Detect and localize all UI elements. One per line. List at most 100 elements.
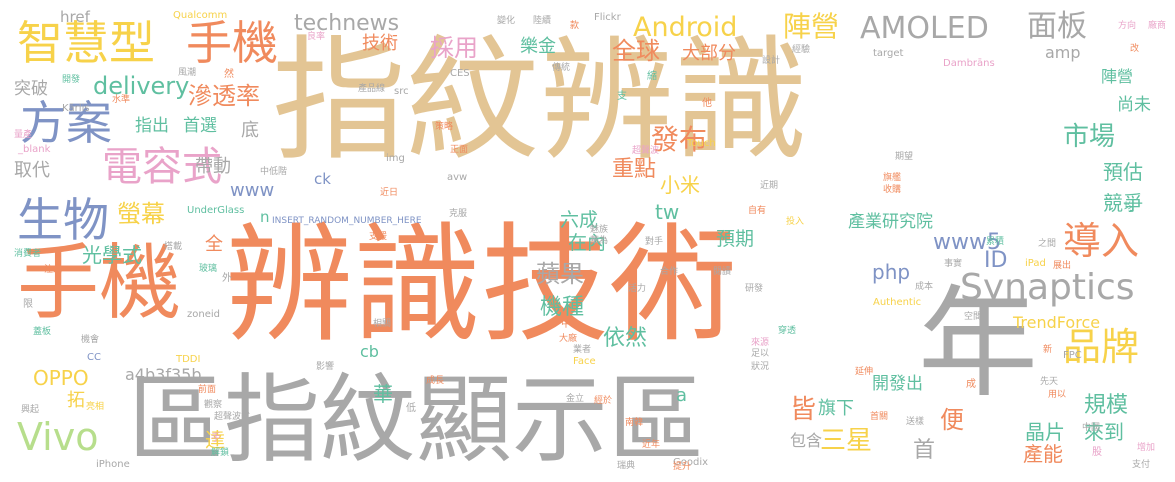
- word-biometric: 生物: [17, 193, 109, 247]
- word-apple: 蘋果: [536, 260, 584, 288]
- word-href: href: [60, 8, 90, 26]
- word-observe: 觀察: [204, 400, 223, 410]
- word-huawei: 華為: [590, 236, 609, 246]
- word-face: Face: [573, 356, 596, 367]
- word-competitor: 對手: [645, 237, 664, 247]
- word-first: 首: [913, 438, 936, 463]
- word-screen: 螢幕: [117, 200, 165, 228]
- word-xiaomi: 小米: [660, 173, 700, 197]
- word-solution: 方案: [20, 96, 112, 150]
- word-level: 水準: [112, 95, 131, 105]
- word-zhong: 中: [561, 319, 571, 330]
- word-ultrasonic: 超聲波: [632, 146, 660, 156]
- word-amoled: AMOLED: [860, 11, 989, 46]
- word-tuo: 拓: [67, 390, 85, 411]
- word-sweden: 瑞典: [617, 461, 636, 471]
- word-sampling: 送樣: [906, 417, 925, 427]
- word-authentic: Authentic: [873, 297, 922, 308]
- word-sufficient: 足以: [751, 349, 770, 359]
- word-growth: 成長: [426, 376, 445, 386]
- word-majority: 大部分: [682, 43, 736, 64]
- word-major-vendor: 大廠: [559, 334, 578, 344]
- word-model-count: 款: [570, 21, 580, 31]
- word-influence: 影響: [316, 362, 335, 372]
- word-mass-production: 量產: [14, 130, 33, 140]
- word-breakthrough: 突破: [14, 79, 48, 99]
- word-penetrate: 穿透: [778, 326, 797, 336]
- word-dambrans: Dambrāns: [943, 58, 995, 69]
- word-da: 達: [205, 428, 225, 452]
- word-new: 新: [1043, 345, 1053, 355]
- word-mid-low: 中低階: [260, 167, 288, 177]
- word-cost: 成本: [915, 282, 934, 292]
- word-then: 便: [940, 406, 964, 434]
- word-first-level: 首關: [870, 412, 889, 422]
- word-img: img: [386, 153, 405, 164]
- word-market: 市場: [1063, 122, 1116, 152]
- word-south-korea: 南韓: [625, 418, 644, 428]
- word-low: 低: [406, 403, 416, 414]
- word-vivo: Vivo: [17, 415, 99, 459]
- word-source: 來源: [751, 338, 770, 348]
- word-glass: 玻璃: [199, 264, 218, 274]
- word-blank: _blank: [18, 144, 51, 155]
- word-included: 在內: [568, 232, 607, 254]
- word-avw: avw: [447, 172, 468, 183]
- word-technology: 技術: [362, 33, 398, 54]
- word-recent-days: 近日: [380, 188, 399, 198]
- word-china: 中國: [1082, 423, 1101, 433]
- word-lg: 樂金: [520, 36, 556, 57]
- word-synaptics: Synaptics: [960, 267, 1135, 308]
- word-yield: 良率: [307, 32, 326, 42]
- word-brand: 品牌: [1063, 325, 1140, 369]
- word-samsung: 三星: [820, 426, 873, 456]
- word-fingerprint-display-area: 區指紋顯示區: [128, 364, 704, 476]
- word-placeholder-token: INSERT_RANDOM_NUMBER_HERE: [272, 216, 422, 226]
- word-phone: 手機: [186, 16, 278, 70]
- word-change-small: 改: [1130, 44, 1140, 54]
- word-release: 發布: [651, 123, 708, 156]
- word-adopt: 採用: [430, 34, 478, 62]
- word-innate: 先天: [1040, 377, 1059, 387]
- word-change: 變化: [497, 16, 516, 26]
- word-research-institute: 產業研究院: [848, 212, 933, 232]
- word-quan: 全: [205, 234, 223, 255]
- word-own: 自有: [748, 206, 767, 216]
- word-global: 全球: [612, 37, 660, 65]
- word-fingerprint-recognition: 指紋辨識: [272, 23, 809, 179]
- word-related: 相關: [373, 319, 392, 329]
- word-hash: a4b3f35b: [125, 365, 202, 384]
- word-traditional: 傳統: [552, 63, 571, 73]
- word-tddi: TDDI: [176, 354, 201, 365]
- word-focus: 重點: [612, 157, 657, 182]
- word-reach: 來到: [1084, 420, 1124, 444]
- word-karlis: Kārlis: [62, 103, 90, 114]
- word-successively: 陸續: [533, 16, 552, 26]
- word-accumulate: 累積: [986, 237, 1005, 247]
- word-cooperation: 合作: [660, 267, 679, 277]
- word-camp: 陣營: [783, 10, 840, 43]
- word-unlock: 解鎖: [211, 448, 230, 458]
- word-extend: 延伸: [855, 367, 874, 377]
- word-increase: 增加: [1137, 443, 1156, 453]
- word-still: 依然: [603, 326, 648, 351]
- word-ultrasonic-type: 超聲波式: [214, 412, 251, 422]
- word-technews: technews: [294, 11, 400, 36]
- word-phone-large: 手機: [17, 236, 182, 331]
- word-www: www: [230, 180, 275, 201]
- word-develop: 開發: [62, 75, 81, 85]
- word-ck: ck: [314, 170, 331, 188]
- word-vitality: 活力: [628, 284, 647, 294]
- word-n: n: [260, 208, 270, 226]
- word-expectation: 期望: [895, 152, 914, 162]
- word-consumer: 消費者: [14, 249, 42, 259]
- word-sixty-percent: 六成: [560, 209, 599, 231]
- word-meizu: 魅族: [590, 225, 609, 235]
- word-introduce: 導入: [1063, 219, 1140, 263]
- word-drive: 帶動: [195, 156, 231, 177]
- word-exhibit: 展出: [1053, 261, 1072, 271]
- word-equipped: 搭載: [164, 242, 183, 252]
- word-opportunity: 機會: [81, 335, 100, 345]
- word-camp-small: 陣營: [1101, 67, 1134, 86]
